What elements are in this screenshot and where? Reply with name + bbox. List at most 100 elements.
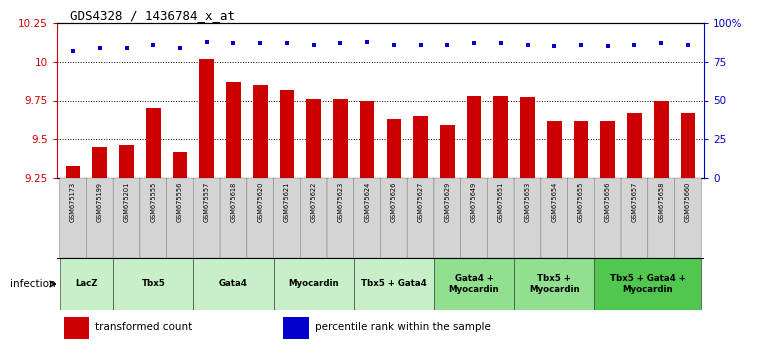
- Text: GSM675656: GSM675656: [605, 182, 610, 222]
- Text: GSM675658: GSM675658: [658, 182, 664, 222]
- FancyBboxPatch shape: [541, 178, 568, 258]
- Bar: [119, 145, 134, 354]
- Bar: [387, 119, 401, 354]
- Text: GSM675556: GSM675556: [177, 182, 183, 222]
- FancyBboxPatch shape: [354, 178, 380, 258]
- Point: [201, 39, 213, 45]
- Point: [629, 42, 641, 47]
- FancyBboxPatch shape: [648, 178, 674, 258]
- Text: GSM675629: GSM675629: [444, 182, 451, 222]
- Bar: [274, 258, 354, 310]
- Text: GSM675627: GSM675627: [418, 182, 424, 222]
- Bar: [173, 152, 187, 354]
- Text: Tbx5 + Gata4: Tbx5 + Gata4: [361, 280, 427, 289]
- Text: percentile rank within the sample: percentile rank within the sample: [314, 322, 490, 332]
- Point: [495, 40, 507, 46]
- Text: Tbx5 + Gata4 +
Myocardin: Tbx5 + Gata4 + Myocardin: [610, 274, 686, 294]
- Text: Myocardin: Myocardin: [288, 280, 339, 289]
- Bar: [466, 96, 482, 354]
- Bar: [493, 96, 508, 354]
- Point: [94, 45, 106, 51]
- FancyBboxPatch shape: [193, 178, 220, 258]
- Text: GSM675653: GSM675653: [524, 182, 530, 222]
- FancyBboxPatch shape: [380, 178, 407, 258]
- Text: infection: infection: [10, 279, 56, 289]
- Bar: [627, 113, 642, 354]
- Text: GSM675651: GSM675651: [498, 182, 504, 222]
- Text: GSM675626: GSM675626: [391, 182, 397, 222]
- Text: Tbx5 +
Myocardin: Tbx5 + Myocardin: [529, 274, 580, 294]
- Bar: [333, 99, 348, 354]
- Text: GSM675623: GSM675623: [337, 182, 343, 222]
- FancyBboxPatch shape: [301, 178, 327, 258]
- Text: GSM675621: GSM675621: [284, 182, 290, 222]
- Bar: [113, 258, 193, 310]
- FancyBboxPatch shape: [60, 178, 87, 258]
- FancyBboxPatch shape: [327, 178, 354, 258]
- Point: [147, 42, 159, 47]
- Bar: [434, 258, 514, 310]
- Point: [388, 42, 400, 47]
- FancyBboxPatch shape: [434, 178, 460, 258]
- Bar: [521, 97, 535, 354]
- Point: [120, 45, 132, 51]
- FancyBboxPatch shape: [487, 178, 514, 258]
- Point: [334, 40, 346, 46]
- Bar: [360, 101, 374, 354]
- FancyBboxPatch shape: [514, 178, 541, 258]
- FancyBboxPatch shape: [407, 178, 434, 258]
- FancyBboxPatch shape: [274, 178, 301, 258]
- Bar: [65, 166, 81, 354]
- FancyBboxPatch shape: [247, 178, 274, 258]
- Bar: [283, 316, 309, 338]
- FancyBboxPatch shape: [594, 178, 621, 258]
- Bar: [547, 121, 562, 354]
- FancyBboxPatch shape: [87, 178, 113, 258]
- FancyBboxPatch shape: [621, 178, 648, 258]
- Point: [682, 42, 694, 47]
- Bar: [146, 108, 161, 354]
- Text: Gata4 +
Myocardin: Gata4 + Myocardin: [449, 274, 499, 294]
- Point: [228, 40, 240, 46]
- FancyBboxPatch shape: [460, 178, 487, 258]
- Text: GSM675660: GSM675660: [685, 182, 691, 222]
- Bar: [279, 90, 295, 354]
- Bar: [594, 258, 701, 310]
- FancyBboxPatch shape: [220, 178, 247, 258]
- Point: [575, 42, 587, 47]
- Text: GSM675199: GSM675199: [97, 182, 103, 222]
- Text: GSM675620: GSM675620: [257, 182, 263, 222]
- Point: [468, 40, 480, 46]
- Point: [441, 42, 454, 47]
- Bar: [654, 101, 668, 354]
- FancyBboxPatch shape: [113, 178, 140, 258]
- Text: Gata4: Gata4: [219, 280, 248, 289]
- Point: [655, 40, 667, 46]
- Bar: [60, 258, 113, 310]
- Text: GSM675201: GSM675201: [123, 182, 129, 222]
- Point: [361, 39, 373, 45]
- FancyBboxPatch shape: [674, 178, 701, 258]
- Bar: [199, 59, 214, 354]
- Point: [67, 48, 79, 54]
- Point: [521, 42, 533, 47]
- Point: [548, 44, 560, 49]
- Bar: [413, 116, 428, 354]
- Point: [307, 42, 320, 47]
- Bar: [193, 258, 274, 310]
- Text: transformed count: transformed count: [94, 322, 192, 332]
- Point: [602, 44, 614, 49]
- Bar: [226, 82, 240, 354]
- Text: GSM675654: GSM675654: [551, 182, 557, 222]
- FancyBboxPatch shape: [167, 178, 193, 258]
- Text: Tbx5: Tbx5: [142, 280, 165, 289]
- Bar: [63, 316, 90, 338]
- Bar: [574, 121, 588, 354]
- Bar: [440, 125, 454, 354]
- Point: [415, 42, 427, 47]
- Text: GSM675649: GSM675649: [471, 182, 477, 222]
- Text: GSM675557: GSM675557: [204, 182, 210, 222]
- Point: [254, 40, 266, 46]
- Bar: [307, 99, 321, 354]
- Bar: [354, 258, 434, 310]
